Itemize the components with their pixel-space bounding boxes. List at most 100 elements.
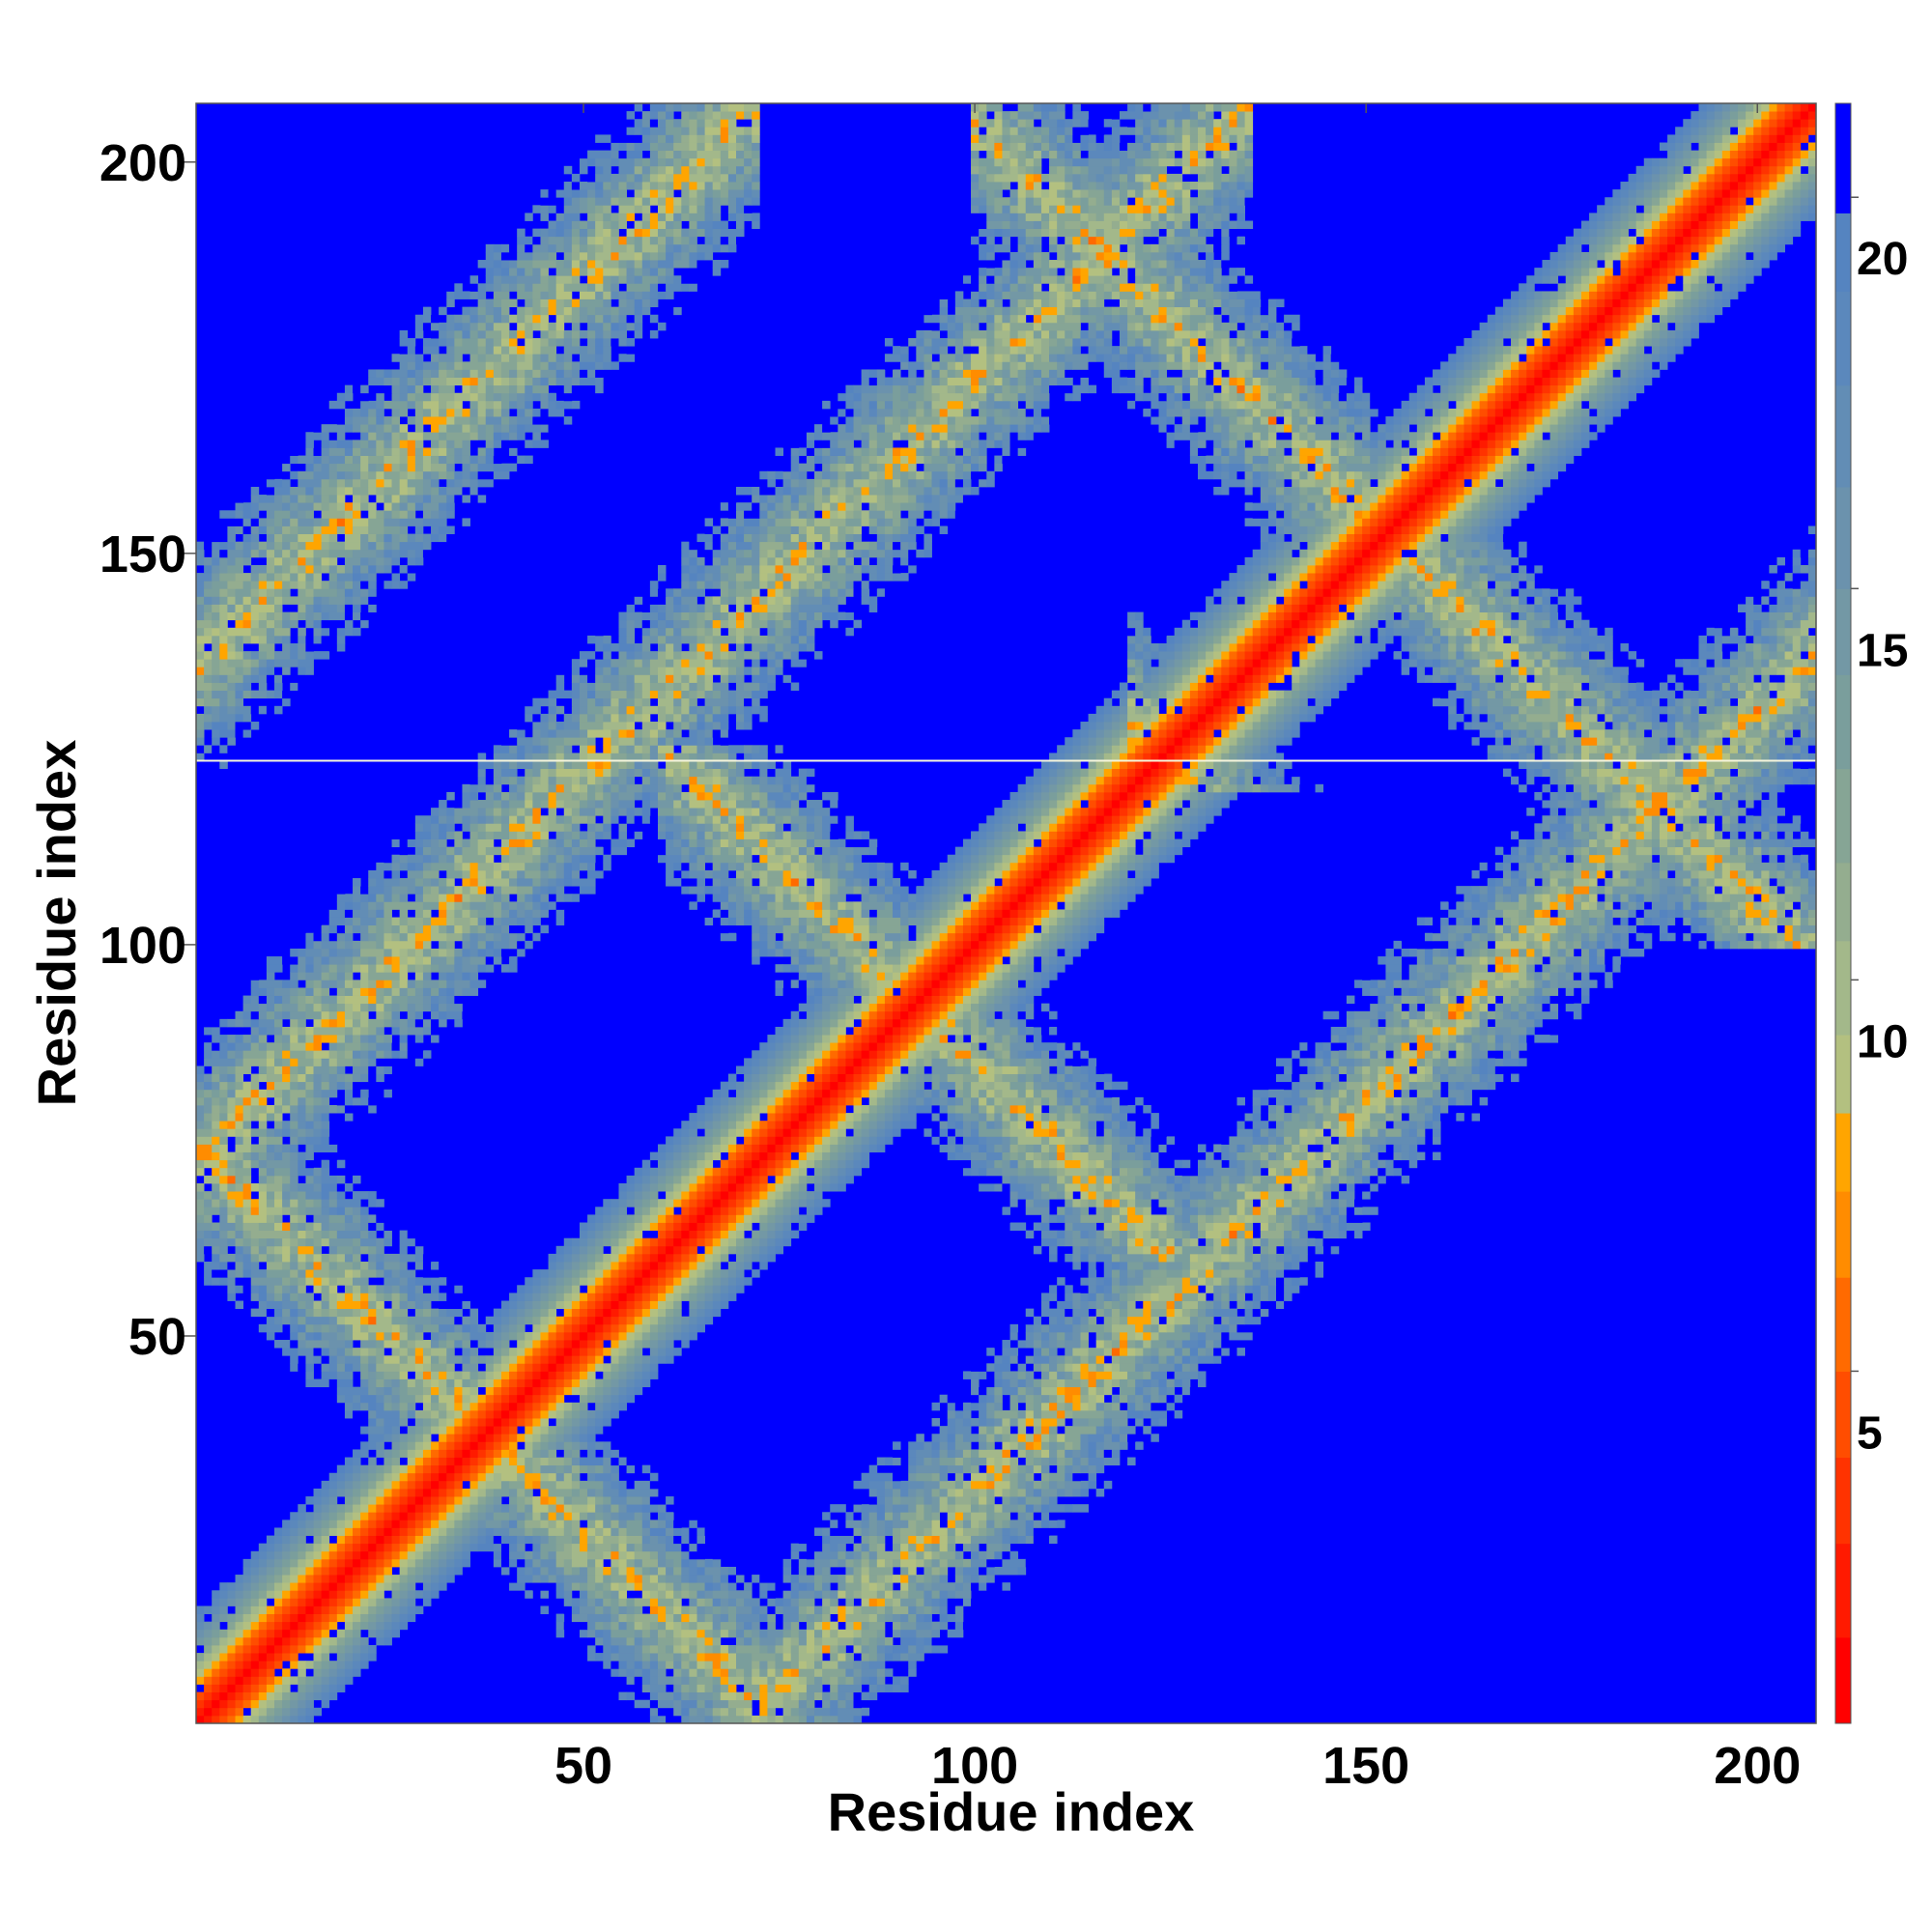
heatmap-cell-run	[1206, 1308, 1214, 1318]
heatmap-cell-run	[1095, 1191, 1105, 1200]
heatmap-cell-run	[571, 1386, 581, 1396]
heatmap-cell-run	[1072, 1449, 1081, 1458]
heatmap-cell-run	[540, 1394, 549, 1404]
heatmap-cell-run	[611, 1668, 619, 1677]
heatmap-cell-run	[454, 1285, 463, 1293]
heatmap-cell-run	[439, 1409, 447, 1419]
heatmap-cell-run	[1267, 1262, 1285, 1270]
heatmap-cell-run	[384, 1582, 392, 1591]
heatmap-cell-run	[1151, 1378, 1159, 1388]
heatmap-cell-run	[469, 1488, 479, 1497]
heatmap-cell-run	[212, 1613, 220, 1623]
heatmap-cell-run	[414, 1363, 424, 1372]
heatmap-cell-run	[219, 1613, 228, 1623]
heatmap-cell-run	[368, 1214, 377, 1223]
heatmap-cell-run	[431, 1371, 440, 1379]
heatmap-cell-run	[376, 1621, 384, 1631]
heatmap-cell-run	[454, 1402, 463, 1411]
heatmap-cell-run	[1040, 1457, 1050, 1466]
heatmap-cell-run	[282, 1699, 291, 1709]
heatmap-cell-run	[298, 1340, 306, 1349]
heatmap-cell-run	[853, 1159, 863, 1169]
heatmap-cell-run	[376, 1386, 384, 1396]
heatmap-cell-run	[368, 1598, 377, 1606]
heatmap-cell-run	[1416, 1151, 1426, 1161]
heatmap-cell-run	[696, 1653, 705, 1662]
heatmap-cell-run	[376, 1550, 384, 1560]
heatmap-cell-run	[540, 1355, 549, 1364]
heatmap-cell-run	[626, 1504, 643, 1513]
heatmap-cell-run	[298, 1348, 314, 1356]
heatmap-cell-run	[884, 1496, 894, 1505]
heatmap-cell-run	[587, 1598, 596, 1606]
heatmap-cell-run	[1197, 1214, 1207, 1223]
heatmap-cell-run	[235, 1668, 244, 1677]
heatmap-cell-run	[1221, 1262, 1230, 1270]
heatmap-cell-run	[321, 1363, 330, 1372]
heatmap-cell-run	[399, 1253, 416, 1263]
heatmap-cell-run	[611, 1582, 619, 1591]
heatmap-cell-run	[611, 1457, 619, 1466]
heatmap-cell-run	[1143, 1253, 1159, 1263]
heatmap-cell-run	[422, 1464, 432, 1474]
heatmap-cell-run	[1197, 1253, 1222, 1263]
heatmap-cell-run	[712, 1715, 722, 1724]
heatmap-cell-run	[971, 1558, 987, 1568]
heatmap-cell-run	[563, 1277, 573, 1286]
heatmap-cell-run	[1143, 1434, 1151, 1442]
heatmap-cell-run	[931, 1434, 941, 1442]
heatmap-cell-run	[422, 1363, 432, 1372]
heatmap-cell-run	[806, 1144, 815, 1152]
heatmap-cell-run	[493, 1402, 502, 1411]
heatmap-cell-run	[1017, 1191, 1035, 1200]
heatmap-cell-run	[603, 1636, 611, 1646]
heatmap-cell-run	[1322, 1237, 1340, 1247]
heatmap-cell-run	[1267, 1222, 1277, 1232]
heatmap-cell-run	[548, 1340, 557, 1349]
heatmap-cell-run	[469, 1441, 479, 1450]
heatmap-cell-run	[908, 1590, 924, 1599]
heatmap-cell-run	[462, 1449, 470, 1458]
heatmap-cell-run	[242, 1214, 268, 1223]
heatmap-cell-run	[1385, 1183, 1394, 1192]
heatmap-cell-run	[727, 1245, 737, 1255]
heatmap-cell-run	[689, 1653, 697, 1662]
heatmap-cell-run	[1166, 1316, 1176, 1325]
heatmap-cell-run	[1221, 1293, 1230, 1301]
heatmap-cell-run	[681, 1237, 690, 1247]
heatmap-cell-run	[1260, 1144, 1269, 1152]
heatmap-cell-run	[759, 1230, 768, 1239]
heatmap-cell-run	[666, 1715, 682, 1724]
heatmap-cell-run	[689, 1543, 697, 1552]
heatmap-cell-run	[868, 1575, 878, 1583]
heatmap-cell-run	[313, 1668, 323, 1677]
heatmap-cell-run	[1040, 1159, 1050, 1169]
heatmap-cell-run	[1158, 1394, 1167, 1404]
heatmap-cell-run	[282, 1293, 291, 1301]
heatmap-cell-run	[250, 1684, 260, 1692]
heatmap-cell-run	[634, 1214, 643, 1223]
heatmap-cell-run	[1221, 1230, 1230, 1239]
heatmap-cell-run	[649, 1316, 659, 1325]
heatmap-cell-run	[344, 1464, 354, 1474]
heatmap-cell-run	[1111, 1378, 1121, 1388]
heatmap-cell-run	[681, 1715, 690, 1724]
heatmap-cell-run	[305, 1558, 314, 1568]
heatmap-cell-run	[1119, 1207, 1128, 1215]
heatmap-cell-run	[204, 1230, 213, 1239]
heatmap-cell-run	[994, 1434, 1003, 1442]
heatmap-cell-run	[485, 1488, 495, 1497]
heatmap-cell-run	[704, 1269, 714, 1278]
heatmap-cell-run	[235, 1707, 244, 1717]
heatmap-cell-run	[603, 1441, 611, 1450]
heatmap-cell-run	[571, 1613, 588, 1623]
heatmap-cell-run	[657, 1175, 667, 1184]
heatmap-cell-run	[962, 1457, 972, 1466]
heatmap-cell-run	[1103, 1434, 1113, 1442]
heatmap-cell-run	[266, 1605, 275, 1614]
heatmap-cell-run	[1057, 1434, 1065, 1442]
heatmap-cell-run	[1057, 1363, 1065, 1372]
heatmap-cell-run	[1080, 1175, 1089, 1184]
heatmap-cell-run	[1111, 1277, 1121, 1286]
heatmap-cell-run	[876, 1636, 886, 1646]
